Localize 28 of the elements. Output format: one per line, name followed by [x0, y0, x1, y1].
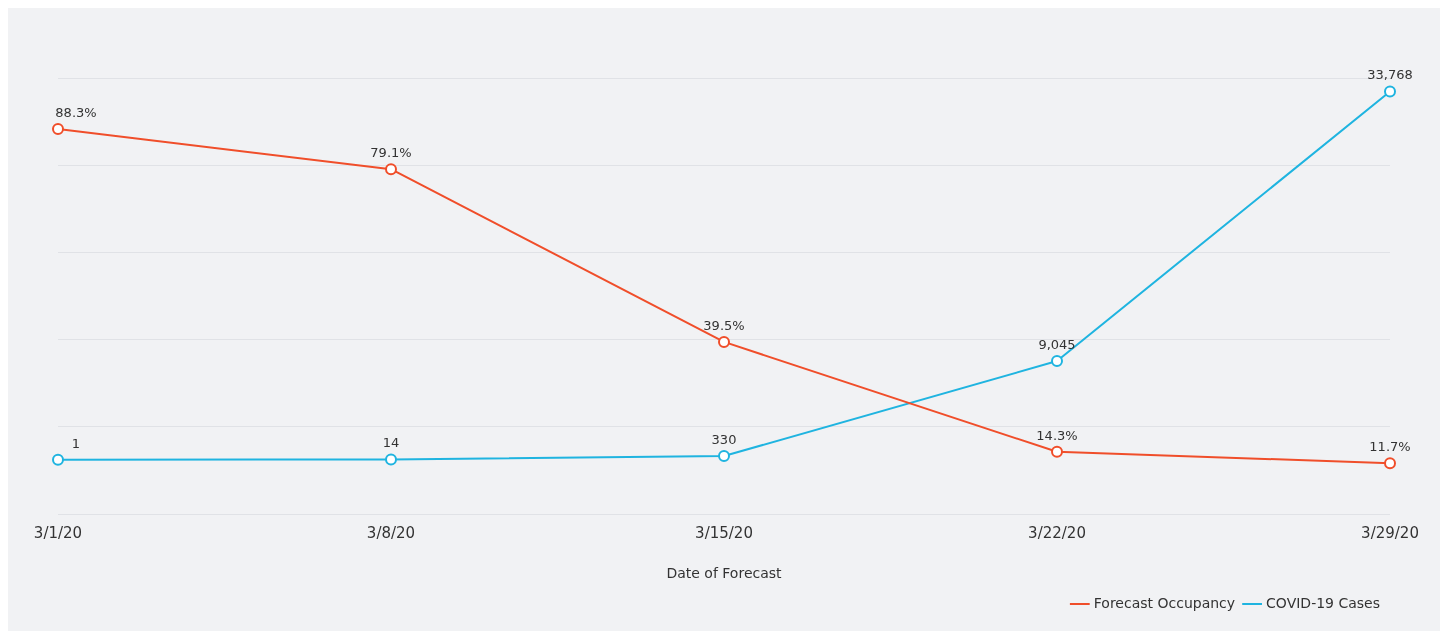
data-label: 11.7%: [1369, 439, 1411, 455]
point: [1051, 445, 1063, 458]
data-label: 1: [71, 435, 81, 451]
data-label: 88.3%: [55, 104, 97, 120]
data-label: 39.5%: [703, 317, 745, 333]
point: [52, 453, 64, 466]
point: [1051, 355, 1063, 368]
point: [1384, 457, 1396, 470]
point: [385, 453, 397, 466]
point: [718, 335, 730, 348]
point: [1384, 85, 1396, 98]
data-label: 33,768: [1367, 67, 1413, 83]
x-axis-title: Date of Forecast: [666, 565, 783, 582]
legend-label: Forecast Occupancy: [1093, 594, 1236, 611]
x-tick-label: 3/15/20: [695, 524, 753, 543]
x-tick-label: 3/1/20: [33, 524, 83, 543]
point: [52, 123, 64, 136]
point: [385, 163, 397, 176]
x-tick-label: 3/29/20: [1361, 524, 1419, 543]
data-label: 14.3%: [1036, 427, 1078, 443]
legend-label: COVID-19 Cases: [1266, 594, 1381, 611]
x-tick-label: 3/8/20: [366, 524, 416, 543]
data-label: 330: [711, 431, 737, 447]
point: [718, 450, 730, 463]
data-label: 79.1%: [370, 145, 412, 161]
data-label: 14: [382, 435, 400, 451]
x-tick-label: 3/22/20: [1028, 524, 1086, 543]
data-label: 9,045: [1038, 336, 1076, 352]
